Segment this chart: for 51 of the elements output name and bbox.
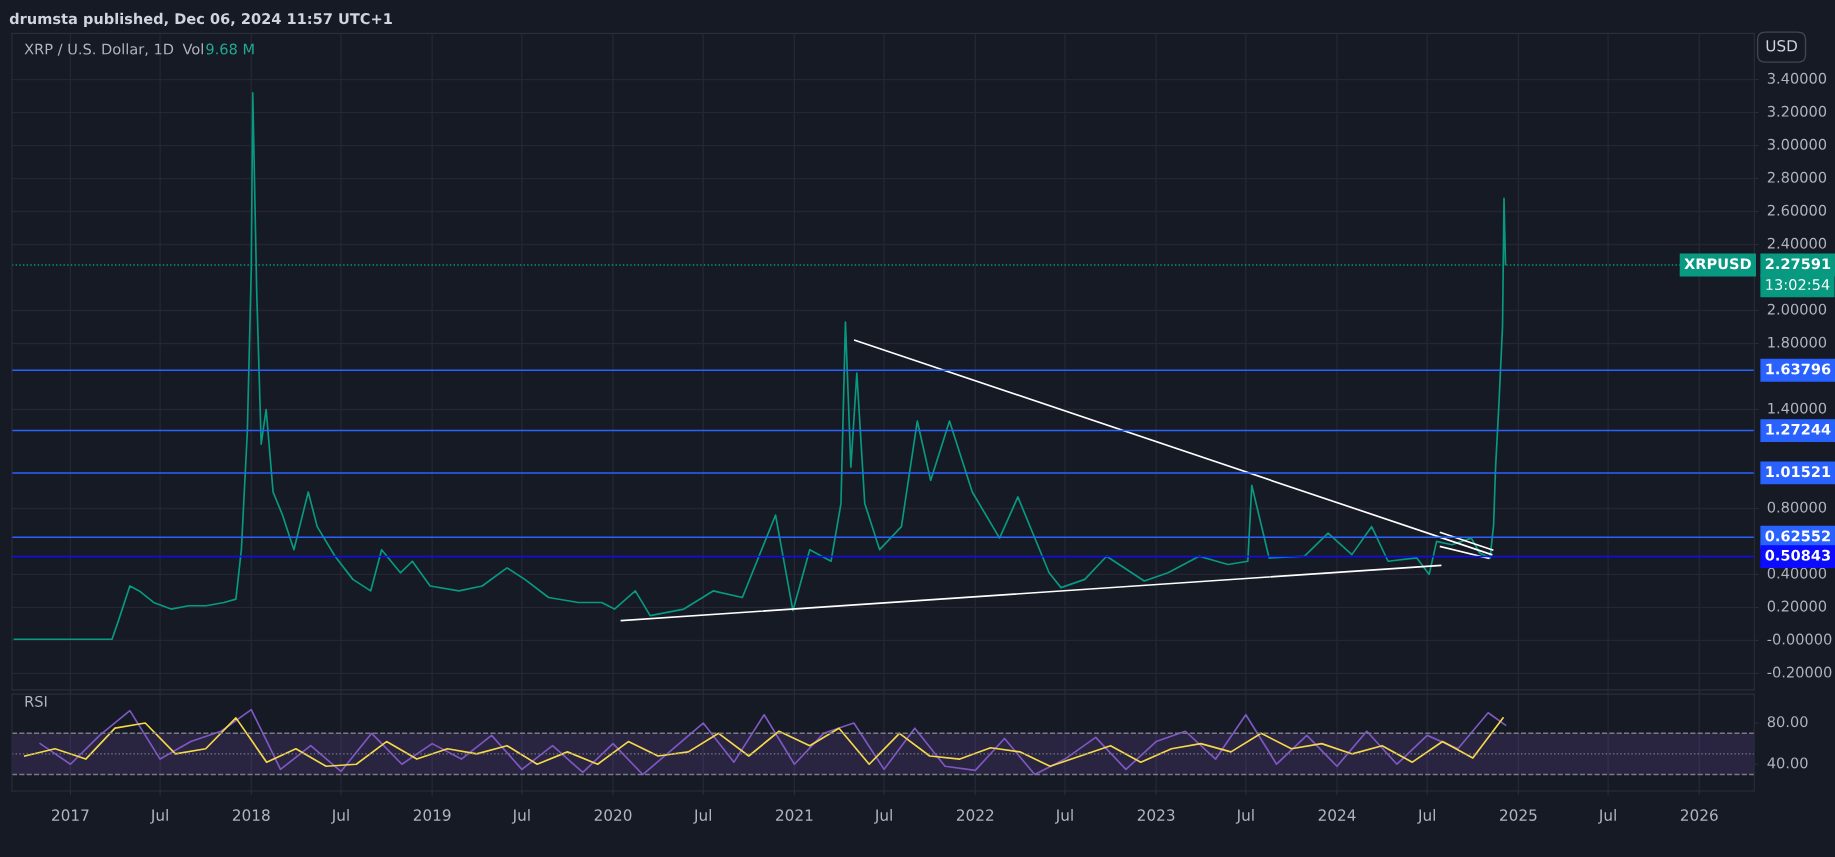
y-tick-label: 2.40000 xyxy=(1767,237,1827,249)
text: XRP / U.S. Dollar, 1D xyxy=(24,43,174,57)
y-tick-label: 0.20000 xyxy=(1767,600,1827,612)
x-tick-label: 2026 xyxy=(1680,809,1718,821)
chart-title: RSI xyxy=(25,695,47,707)
line-series xyxy=(39,708,1507,776)
y-tick-label: 3.20000 xyxy=(1767,105,1827,117)
y-tick-label: 2.60000 xyxy=(1767,204,1827,216)
ref-line-label: 1.27244 xyxy=(1766,423,1831,435)
text: drumsta published, Dec 06, 2024 11:57 UTC+1 xyxy=(9,12,392,27)
x-tick-label: 2022 xyxy=(956,809,994,821)
text: USD xyxy=(1766,40,1798,52)
x-tick-label: 2024 xyxy=(1318,809,1356,821)
annotation: XRPUSD xyxy=(1684,258,1751,270)
x-tick-label: 2021 xyxy=(776,809,813,821)
y-tick-label: 1.80000 xyxy=(1768,336,1827,348)
y-tick-label: 40.00 xyxy=(1767,757,1808,769)
x-tick-label: 2023 xyxy=(1137,809,1175,821)
x-tick-label: Jul xyxy=(1054,809,1073,824)
y-tick-label: 80.00 xyxy=(1767,716,1808,728)
ref-line-label: 0.62552 xyxy=(1765,530,1830,542)
x-tick-label: 2017 xyxy=(52,809,89,821)
x-tick-label: 2018 xyxy=(232,809,270,821)
ref-line-label: 2.27591 xyxy=(1765,258,1831,270)
x-tick-label: 2025 xyxy=(1500,809,1537,821)
text: 13:02:54 xyxy=(1766,279,1830,291)
x-tick-label: Jul xyxy=(511,809,530,824)
y-tick-label: 2.00000 xyxy=(1767,303,1827,315)
x-tick-label: Jul xyxy=(1417,809,1435,824)
ref-line-label: 1.01521 xyxy=(1766,466,1831,478)
y-tick-label: 0.40000 xyxy=(1767,567,1827,579)
x-tick-label: 2020 xyxy=(594,809,632,821)
y-tick-label: 3.40000 xyxy=(1767,72,1827,84)
ref-line-label: 1.63796 xyxy=(1766,363,1831,375)
y-tick-label: 1.40000 xyxy=(1768,402,1827,414)
ref-line-label: 0.50843 xyxy=(1765,549,1830,561)
annotation: Vol xyxy=(182,43,203,55)
y-tick-label: -0.20000 xyxy=(1767,666,1832,678)
x-tick-label: 2019 xyxy=(413,809,451,821)
y-tick-label: -0.00000 xyxy=(1767,633,1832,645)
annotation: 9.68 M xyxy=(206,43,254,55)
line-series xyxy=(23,717,1504,768)
x-tick-label: Jul xyxy=(150,809,168,824)
y-tick-label: 2.80000 xyxy=(1767,171,1827,183)
y-tick-label: 3.00000 xyxy=(1767,138,1827,150)
x-tick-label: Jul xyxy=(874,809,892,824)
x-tick-label: Jul xyxy=(1598,809,1616,824)
x-tick-label: Jul xyxy=(1235,809,1254,824)
x-tick-label: Jul xyxy=(693,809,711,824)
y-tick-label: 0.80000 xyxy=(1767,501,1827,513)
x-tick-label: Jul xyxy=(330,809,349,824)
